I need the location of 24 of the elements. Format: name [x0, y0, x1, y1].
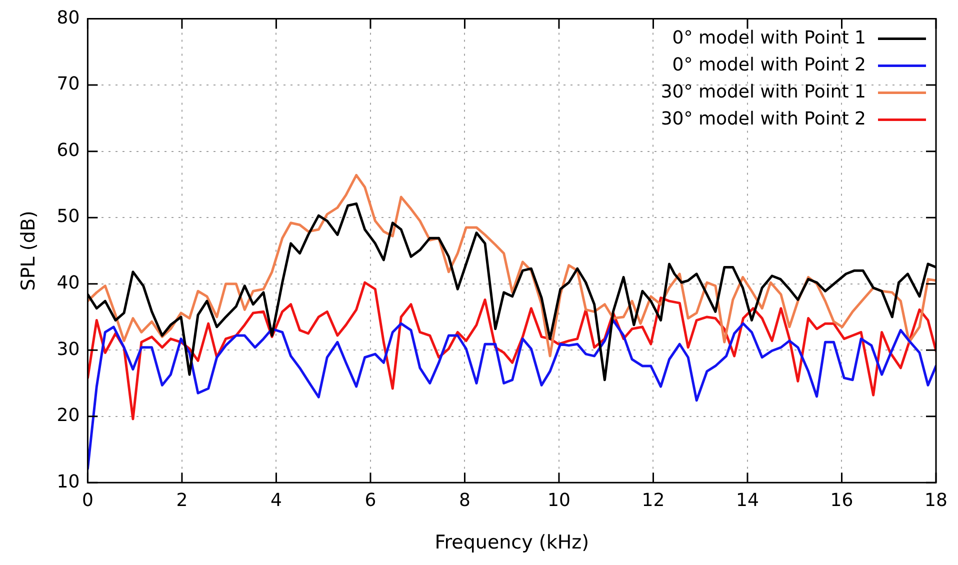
y-tick-label: 60 — [56, 140, 80, 161]
y-axis-title: SPL (dB) — [17, 210, 40, 291]
x-tick-label: 6 — [364, 490, 376, 512]
x-axis-title: Frequency (kHz) — [434, 532, 589, 554]
y-tick-label: 50 — [56, 206, 80, 228]
legend-label: 30° model with Point 2 — [660, 108, 866, 130]
y-tick-label: 40 — [56, 272, 80, 294]
x-tick-label: 12 — [642, 490, 665, 512]
x-tick-label: 10 — [548, 490, 570, 512]
y-tick-label: 30 — [56, 338, 80, 360]
x-tick-label: 16 — [830, 490, 854, 512]
x-tick-label: 2 — [176, 490, 188, 512]
legend-label: 30° model with Point 1 — [660, 81, 866, 102]
y-tick-label: 70 — [56, 74, 80, 95]
x-tick-label: 18 — [924, 490, 948, 512]
legend-label: 0° model with Point 1 — [672, 27, 866, 48]
x-tick-label: 0 — [82, 490, 94, 512]
y-tick-label: 20 — [56, 405, 80, 426]
x-tick-label: 4 — [270, 490, 282, 512]
y-tick-label: 10 — [56, 471, 80, 492]
x-tick-label: 8 — [459, 490, 470, 512]
y-tick-label: 80 — [56, 7, 80, 28]
x-tick-label: 14 — [736, 490, 759, 512]
legend-label: 0° model with Point 2 — [672, 54, 866, 76]
